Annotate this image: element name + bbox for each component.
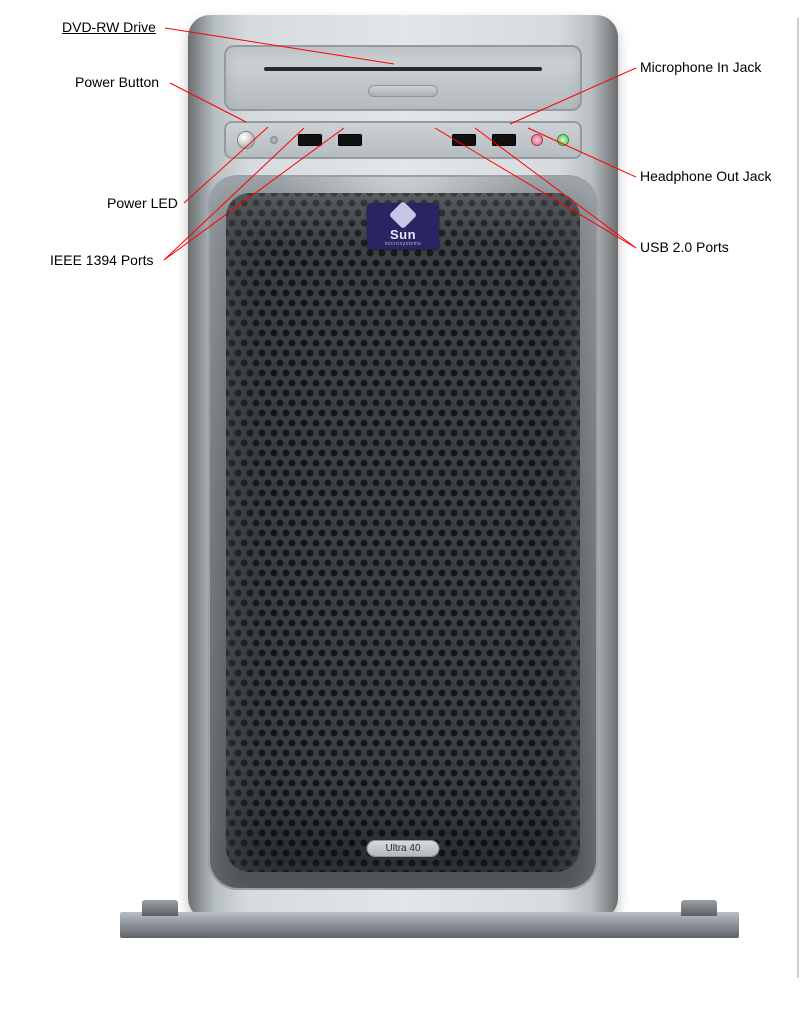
annotation-lines	[0, 0, 807, 1009]
callout-usb: USB 2.0 Ports	[640, 240, 729, 255]
callout-power_btn: Power Button	[75, 75, 159, 90]
callout-power_led: Power LED	[107, 196, 178, 211]
callout-dvd: DVD-RW Drive	[62, 20, 156, 35]
callout-ieee1394: IEEE 1394 Ports	[50, 253, 154, 268]
callout-hp: Headphone Out Jack	[640, 169, 772, 184]
callout-mic: Microphone In Jack	[640, 60, 761, 75]
